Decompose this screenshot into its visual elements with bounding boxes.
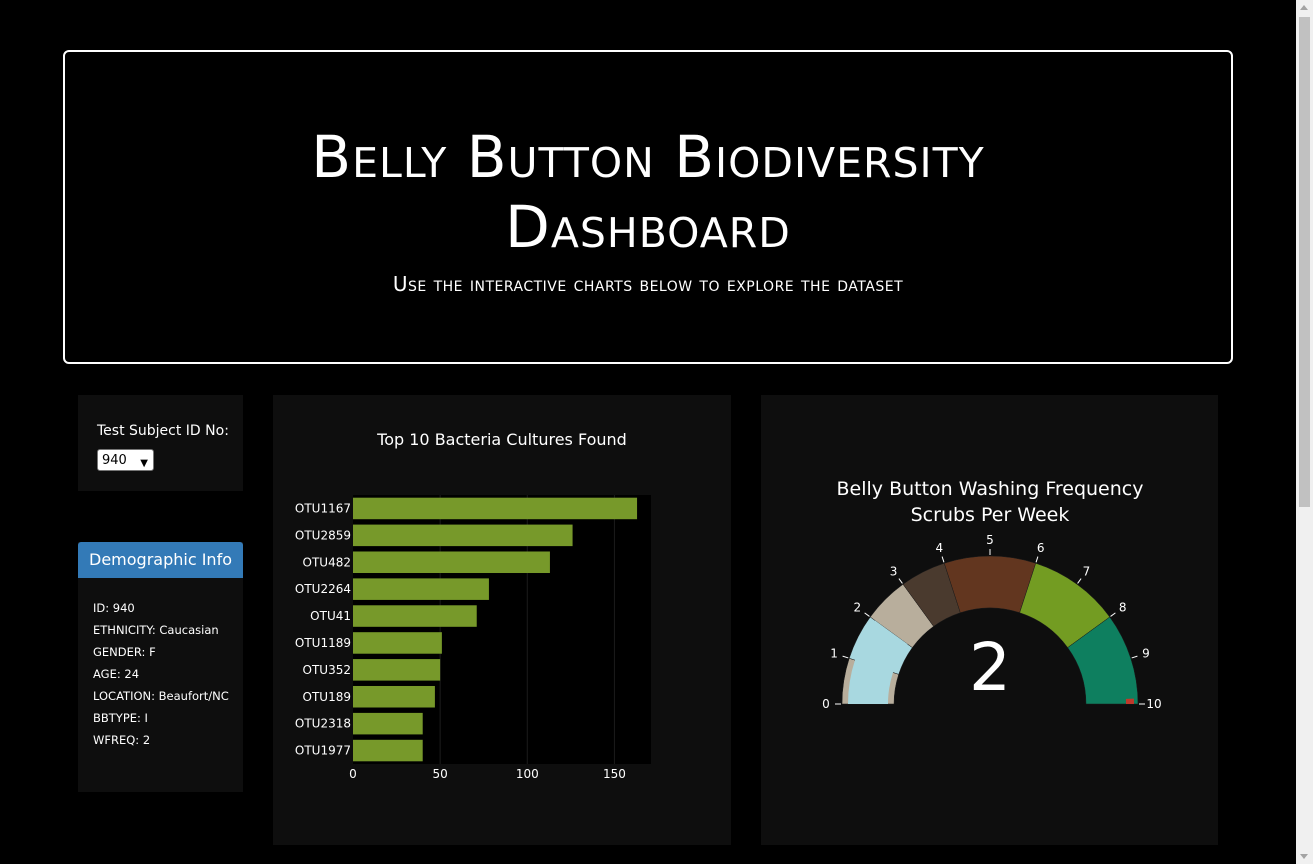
bar-chart-panel: Top 10 Bacteria Cultures Found OTU1167 OT… [273,395,731,845]
bar-OTU189[interactable] [353,685,435,708]
bar-chart-title: Top 10 Bacteria Cultures Found [376,430,627,449]
gauge-tick [941,556,945,563]
bar-category-label: OTU2264 [295,582,351,596]
gauge-tick [1110,612,1116,617]
bar-OTU2859[interactable] [353,524,573,547]
bar-category-label: OTU2859 [295,528,351,542]
demographic-item: ETHNICITY: Caucasian [93,623,219,637]
demographic-info-panel: Demographic Info ID: 940 ETHNICITY: Cauc… [78,542,243,792]
gauge-title-line1: Belly Button Washing Frequency [837,478,1144,500]
bar-category-label: OTU1189 [295,636,351,650]
gauge-threshold-marker [1125,698,1134,704]
gauge-tick [1131,655,1138,659]
bar-category-label: OTU41 [310,609,351,623]
bar-OTU41[interactable] [353,605,477,627]
gauge-tick-label: 8 [1119,601,1127,615]
bar-x-tick-label: 0 [349,767,357,781]
gauge-step-6 [1067,616,1139,705]
chevron-down-icon: ▼ [140,458,148,469]
bar-chart: Top 10 Bacteria Cultures Found OTU1167 OT… [295,430,651,781]
bar-category-label: OTU482 [303,555,351,569]
gauge-tick-label: 2 [854,601,862,615]
subject-id-dropdown[interactable]: 940 ▼ [97,449,154,471]
gauge-tick [864,612,870,617]
bar-OTU1189[interactable] [353,632,442,654]
bar-OTU2264[interactable] [353,578,489,600]
bar-category-label: OTU1167 [295,501,351,515]
bar-category-label: OTU2318 [295,717,351,731]
demographic-item: LOCATION: Beaufort/NC [93,689,229,703]
subject-id-label: Test Subject ID No: [97,423,229,439]
scroll-down-arrow-icon[interactable] [1300,854,1308,859]
page-scrollbar[interactable] [1296,0,1313,864]
scrollbar-thumb[interactable] [1299,17,1310,507]
bar-OTU1977[interactable] [353,739,423,762]
bar-OTU352[interactable] [353,659,441,681]
gauge-value-bar [848,620,908,704]
page-subtitle: Use the interactive charts below to expl… [392,272,904,296]
demographic-item: GENDER: F [93,645,156,659]
gauge-tick [1035,556,1039,563]
gauge-tick-label: 9 [1142,646,1150,660]
gauge-tick-label: 3 [890,564,898,578]
bar-category-label: OTU189 [303,690,351,704]
bar-OTU2318[interactable] [353,712,423,735]
demographic-item: ID: 940 [93,601,135,615]
bar-x-tick-label: 50 [432,767,447,781]
gauge-tick-label: 7 [1083,564,1091,578]
gauge-title-line2: Scrubs Per Week [911,504,1070,526]
demographic-list: ID: 940 ETHNICITY: Caucasian GENDER: F A… [93,602,238,756]
gauge-tick-label: 1 [830,646,838,660]
bar-category-label: OTU1977 [295,744,351,758]
gauge-tick [1077,578,1082,584]
gauge-chart: Belly Button Washing Frequency Scrubs Pe… [822,478,1161,711]
gauge-value-number: 2 [969,629,1011,706]
demographic-item: AGE: 24 [93,667,140,681]
header-banner: Belly Button Biodiversity Dashboard Use … [63,50,1233,364]
gauge-step-4 [943,555,1037,614]
page-title: Belly Button Biodiversity Dashboard [65,122,1231,262]
demographic-info-heading: Demographic Info [78,542,243,578]
scroll-up-arrow-icon[interactable] [1300,5,1308,10]
bar-category-label: OTU352 [303,663,351,677]
demographic-item: WFREQ: 2 [93,733,151,747]
gauge-tick [842,655,849,659]
subject-id-selected: 940 [102,453,127,468]
subject-selector-panel: Test Subject ID No: 940 ▼ [78,395,243,491]
gauge-chart-panel: Belly Button Washing Frequency Scrubs Pe… [761,395,1218,845]
gauge-tick-label: 5 [986,533,994,547]
gauge-tick-label: 6 [1037,541,1045,555]
gauge-tick-label: 4 [936,541,944,555]
gauge-tick [898,578,903,584]
gauge-tick-label: 0 [822,697,830,711]
bar-OTU1167[interactable] [353,497,638,520]
gauge-tick-label: 10 [1146,697,1161,711]
demographic-item: BBTYPE: I [93,711,148,725]
bar-OTU482[interactable] [353,551,550,574]
page-title-line2: Dashboard [505,193,791,261]
bar-x-tick-label: 150 [603,767,626,781]
bar-x-tick-label: 100 [516,767,539,781]
page-title-line1: Belly Button Biodiversity [311,123,985,191]
